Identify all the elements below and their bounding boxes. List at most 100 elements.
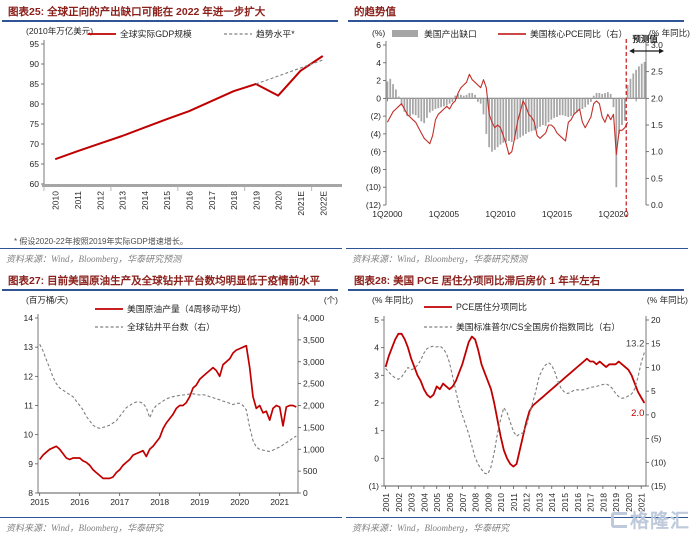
tick-label: 3.0 — [651, 40, 663, 50]
x-tick-label: 2002 — [394, 493, 404, 512]
bar-series-0 — [629, 78, 632, 99]
bar-series-0 — [564, 98, 567, 117]
axis-unit-left: (百万桶/天) — [26, 295, 68, 305]
gelonghui-watermark: 格隆汇 — [610, 506, 690, 533]
bar-series-0 — [445, 98, 448, 106]
x-tick-label: 2012 — [522, 493, 532, 512]
bar-series-0 — [502, 98, 505, 143]
source-divider — [0, 248, 342, 249]
bar-series-0 — [460, 94, 462, 99]
bar-series-0 — [443, 98, 445, 107]
bar-series-0 — [539, 98, 541, 127]
line-series-0 — [39, 344, 297, 480]
chart26-source: 资料来源：Wind，Bloomberg，华泰研究预测 — [352, 254, 528, 264]
bar-series-0 — [615, 98, 618, 188]
x-tick-label: 2018 — [229, 191, 239, 210]
axis-unit-right: (% 年同比) — [649, 28, 690, 38]
chart25-title: 图表25: 全球正向的产出缺口可能在 2022 年进一步扩大 — [8, 6, 266, 18]
x-tick-label: 2013 — [534, 493, 544, 512]
arrow-head-left — [629, 48, 635, 54]
bar-series-0 — [476, 98, 479, 102]
axis-unit-right: (% 年同比) — [647, 295, 688, 305]
tick-label: 1.0 — [651, 147, 663, 157]
tick-label: 10 — [24, 430, 34, 440]
bar-series-0 — [573, 98, 575, 115]
tick-label: 5 — [374, 315, 379, 325]
tick-label: 1,000 — [303, 444, 325, 454]
bar-series-0 — [428, 98, 431, 113]
bar-series-0 — [550, 98, 553, 120]
bar-series-0 — [640, 63, 643, 99]
bar-series-0 — [553, 98, 556, 118]
x-tick-label: 2015 — [560, 493, 570, 512]
x-tick-label: 2010 — [496, 493, 506, 512]
source-divider — [0, 517, 342, 518]
bar-series-0 — [431, 98, 434, 111]
bar-series-0 — [623, 98, 626, 121]
x-tick-label: 2001 — [381, 493, 391, 512]
tick-label: 4 — [376, 58, 381, 68]
bar-series-0 — [403, 98, 406, 112]
line-series-1 — [39, 344, 297, 452]
tick-label: 2.5 — [651, 67, 663, 77]
axis-unit-right: (个) — [324, 295, 338, 305]
tick-label: 65 — [30, 159, 40, 169]
chart25-footnote: * 假设2020-22年按照2019年实际GDP增速增长。 — [14, 237, 188, 246]
bar-series-0 — [513, 98, 516, 141]
bar-series-0 — [474, 94, 476, 99]
line-series-0 — [384, 332, 646, 468]
bar-series-0 — [612, 98, 615, 108]
x-tick-label: 2011 — [73, 191, 83, 210]
line-series-1 — [386, 73, 629, 155]
x-tick-label: 2005 — [432, 493, 442, 512]
line-series-1 — [255, 59, 323, 85]
bar-series-0 — [505, 98, 507, 142]
chart26-plot: 6 4 2 0 (2) (4) (6) (8) (10) (12) 3.0 2.5 2.0 1.5 1.0 0… — [366, 28, 690, 219]
chart28-source: 资料来源：Wind，Bloomberg，华泰研究 — [352, 523, 510, 533]
bar-series-0 — [578, 98, 581, 111]
forecast-label: 预测值 — [632, 34, 658, 44]
tick-label: 0 — [303, 488, 308, 498]
source-divider — [346, 248, 688, 249]
bar-series-0 — [417, 98, 420, 118]
x-tick-label: 2006 — [445, 493, 455, 512]
bar-series-0 — [468, 93, 471, 99]
x-tick-label: 2003 — [407, 493, 417, 512]
bar-series-0 — [609, 93, 612, 99]
legend-label: 全球钻井平台数（右） — [127, 321, 215, 332]
tick-label: 95 — [30, 39, 40, 49]
watermark-text: 格隆汇 — [629, 511, 690, 532]
tick-label: 80 — [30, 99, 40, 109]
tick-label: 0.0 — [651, 200, 663, 210]
tick-label: 500 — [303, 466, 317, 476]
tick-label: 5 — [651, 386, 656, 396]
bar-series-0 — [516, 98, 519, 140]
x-tick-label: 2016 — [70, 497, 89, 507]
tick-label: (4) — [371, 129, 382, 139]
tick-label: 3 — [374, 370, 379, 380]
panel-chart27: 图表27: 目前美国原油生产及全球钻井平台数均明显低于疫情前水平 14 13 12 1… — [0, 269, 346, 538]
bar-series-0 — [454, 95, 457, 99]
x-tick-label: 2012 — [95, 191, 105, 210]
tick-label: 15 — [651, 339, 661, 349]
bar-series-0 — [488, 98, 491, 148]
bar-series-0 — [606, 92, 609, 99]
tick-label: (1) — [369, 481, 380, 491]
bar-series-0 — [643, 61, 646, 99]
tick-label: (15) — [651, 481, 666, 491]
legend-swatch — [392, 30, 418, 37]
bar-series-0 — [522, 98, 524, 136]
x-tick-label: 2021 — [637, 493, 647, 512]
x-tick-label: 1Q2005 — [429, 209, 460, 219]
tick-label: 75 — [30, 119, 40, 129]
bar-series-0 — [544, 98, 547, 126]
bar-series-0 — [426, 98, 428, 118]
annotation: 13.2 — [626, 338, 645, 349]
tick-label: 3,000 — [303, 357, 325, 367]
tick-label: (12) — [366, 200, 381, 210]
x-tick-label: 1Q2010 — [485, 209, 516, 219]
tick-label: 9 — [28, 459, 33, 469]
tick-label: (10) — [651, 457, 666, 467]
bar-series-0 — [587, 98, 589, 105]
